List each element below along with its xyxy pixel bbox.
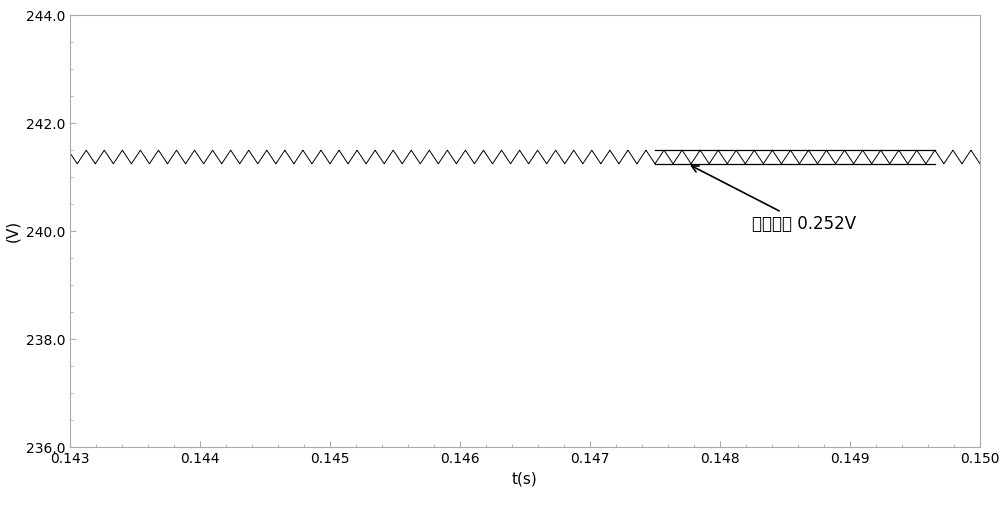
X-axis label: t(s): t(s) — [512, 471, 538, 487]
Y-axis label: (V): (V) — [5, 220, 20, 242]
Text: 峰峰値： 0.252V: 峰峰値： 0.252V — [692, 166, 857, 233]
